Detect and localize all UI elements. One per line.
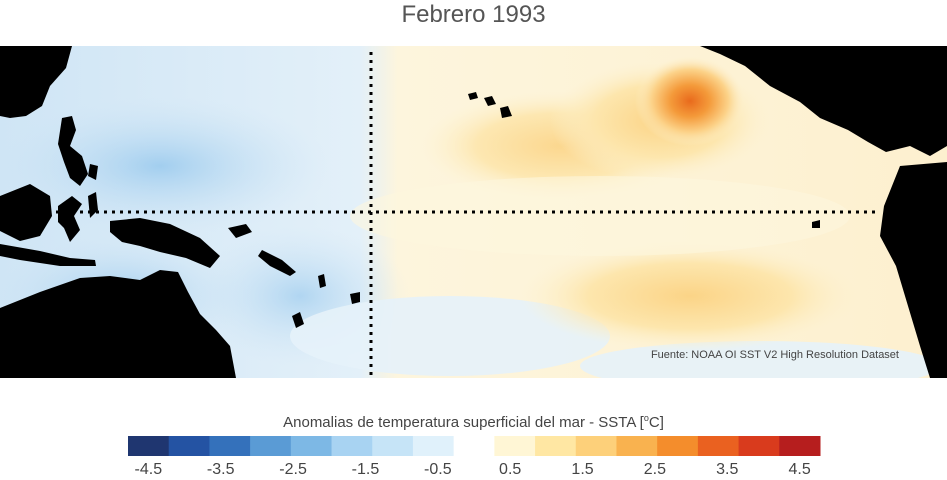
colorbar-tick-label: -0.5 bbox=[424, 461, 452, 478]
anomaly-field bbox=[0, 46, 947, 378]
ssta-map bbox=[0, 46, 947, 378]
land-philippines bbox=[58, 116, 88, 186]
colorbar-swatch bbox=[290, 436, 333, 456]
colorbar bbox=[128, 436, 821, 456]
data-source-credit: Fuente: NOAA OI SST V2 High Resolution D… bbox=[650, 349, 899, 361]
colorbar-tick-label: 4.5 bbox=[788, 461, 811, 478]
colorbar-tick-label: 0.5 bbox=[499, 461, 522, 478]
colorbar-tick-label: -1.5 bbox=[351, 461, 380, 478]
colorbar-tick-label: 1.5 bbox=[571, 461, 594, 478]
land-new-guinea bbox=[110, 218, 220, 268]
colorbar-swatch bbox=[738, 436, 780, 456]
colorbar-swatch bbox=[209, 436, 251, 456]
colorbar-swatch bbox=[250, 436, 292, 456]
colorbar-tick-label: -4.5 bbox=[134, 461, 163, 478]
colorbar-tick-label: -2.5 bbox=[279, 461, 307, 478]
colorbar-swatch bbox=[657, 436, 699, 456]
land-australia bbox=[0, 270, 236, 378]
colorbar-swatch bbox=[453, 436, 495, 456]
colorbar-swatch bbox=[128, 436, 170, 456]
colorbar-label: Anomalias de temperatura superficial del… bbox=[283, 413, 664, 431]
colorbar-swatch bbox=[372, 436, 414, 456]
colorbar-swatch bbox=[575, 436, 617, 456]
colorbar-tick-label: -3.5 bbox=[206, 461, 235, 478]
land-south-america bbox=[880, 162, 947, 378]
map-title: Febrero 1993 bbox=[401, 1, 546, 28]
colorbar-swatch bbox=[697, 436, 740, 456]
land-asia bbox=[0, 46, 72, 118]
colorbar-swatch bbox=[331, 436, 373, 456]
colorbar-swatch bbox=[779, 436, 821, 456]
colorbar-tick-label: 3.5 bbox=[716, 461, 739, 478]
colorbar-swatch bbox=[616, 436, 658, 456]
colorbar-swatch bbox=[168, 436, 210, 456]
colorbar-swatch bbox=[412, 436, 455, 456]
colorbar-tick-label: 2.5 bbox=[643, 461, 667, 478]
land-sulawesi bbox=[58, 196, 82, 242]
colorbar-swatch bbox=[535, 436, 577, 456]
land-masses bbox=[0, 46, 947, 378]
land-central-america bbox=[700, 46, 947, 156]
colorbar-swatch bbox=[494, 436, 536, 456]
